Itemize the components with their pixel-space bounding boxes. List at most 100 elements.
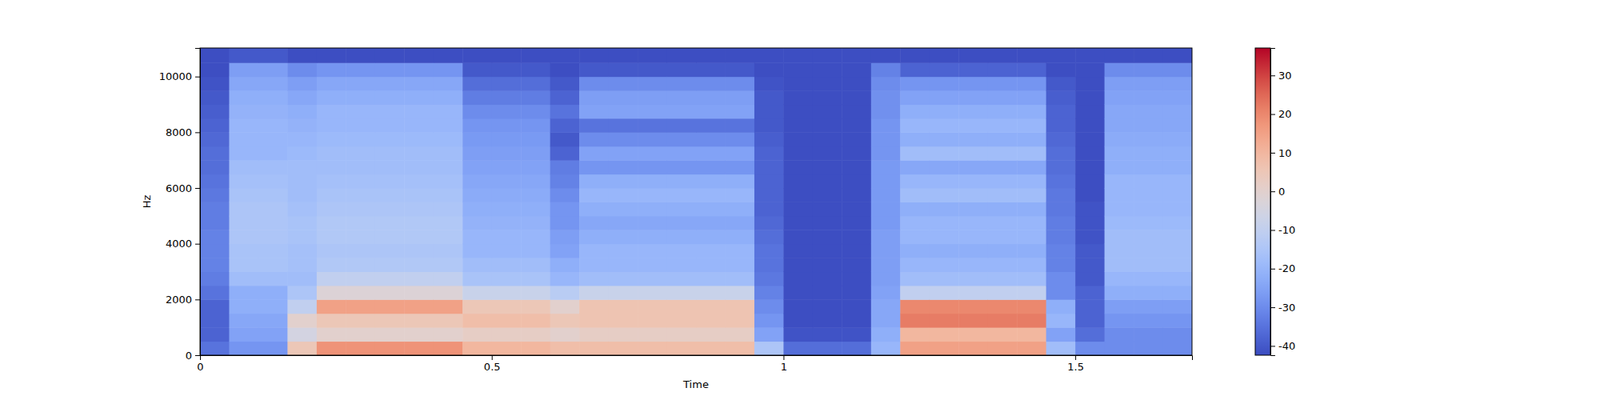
cell: [988, 216, 1018, 231]
cell: [812, 313, 843, 328]
cell: [375, 257, 405, 272]
cell: [812, 341, 843, 356]
cell: [929, 76, 960, 92]
tick: 10: [1270, 147, 1292, 160]
cell: [958, 132, 988, 147]
cell: [258, 90, 288, 105]
cell: [404, 160, 434, 175]
cell: [492, 132, 522, 147]
cell: [404, 201, 434, 216]
tick: 0.5: [484, 355, 501, 373]
cell: [608, 62, 639, 77]
cell: [1133, 90, 1164, 105]
tick-mark: [1075, 355, 1076, 360]
cell: [841, 285, 872, 300]
cell: [1046, 62, 1076, 77]
cell: [200, 48, 230, 64]
cell: [492, 118, 522, 133]
cell: [1046, 104, 1076, 120]
cell: [258, 201, 288, 216]
cell: [433, 76, 464, 92]
cell: [1163, 313, 1192, 328]
cell: [724, 90, 755, 105]
cell: [404, 341, 434, 356]
cell: [637, 90, 668, 105]
cell: [754, 90, 784, 105]
cell: [696, 90, 726, 105]
tick-label: 20: [1278, 108, 1292, 120]
cell: [929, 229, 960, 244]
cell: [958, 104, 988, 120]
cell: [550, 188, 580, 203]
cell: [375, 160, 405, 175]
cell: [841, 244, 872, 259]
cell: [579, 201, 609, 216]
cell: [1016, 201, 1047, 216]
cell: [1075, 132, 1105, 147]
tick-mark: [195, 355, 200, 356]
cell: [1046, 201, 1076, 216]
cell: [228, 62, 259, 77]
cell: [988, 299, 1018, 314]
cell: [258, 174, 288, 189]
tick-mark: [1270, 307, 1276, 308]
cell: [871, 188, 901, 203]
cell: [696, 257, 726, 272]
cell: [1133, 174, 1164, 189]
cell: [345, 188, 376, 203]
cell: [958, 188, 988, 203]
cell: [929, 48, 960, 64]
cell: [988, 244, 1018, 259]
cell: [492, 257, 522, 272]
cell: [783, 146, 813, 161]
cell: [433, 229, 464, 244]
cell: [550, 285, 580, 300]
cell: [550, 341, 580, 356]
cell: [929, 132, 960, 147]
cell: [754, 299, 784, 314]
cell: [228, 257, 259, 272]
cell: [1046, 90, 1076, 105]
cell: [316, 174, 347, 189]
cell: [1046, 174, 1076, 189]
cell: [433, 132, 464, 147]
cell: [200, 146, 230, 161]
tick-label: 0.5: [484, 360, 501, 373]
cell: [696, 229, 726, 244]
cell: [579, 244, 609, 259]
cell: [345, 327, 376, 342]
cell: [1104, 90, 1135, 105]
cell: [462, 188, 492, 203]
cell: [929, 174, 960, 189]
cell: [1163, 48, 1192, 64]
cell: [200, 257, 230, 272]
cell: [1046, 188, 1076, 203]
cell: [375, 313, 405, 328]
cell: [579, 327, 609, 342]
cell: [900, 160, 930, 175]
cell: [375, 272, 405, 287]
cell: [316, 146, 347, 161]
cell: [520, 299, 551, 314]
cell: [900, 299, 930, 314]
cell: [345, 272, 376, 287]
cell: [492, 299, 522, 314]
tick-mark: [1270, 268, 1276, 270]
cell: [1016, 313, 1047, 328]
cell: [1133, 201, 1164, 216]
cell: [667, 76, 697, 92]
cell: [1016, 104, 1047, 120]
cell: [462, 76, 492, 92]
cell: [258, 313, 288, 328]
cell: [316, 285, 347, 300]
cell: [812, 132, 843, 147]
cell: [783, 132, 813, 147]
cell: [1046, 313, 1076, 328]
cell: [1016, 62, 1047, 77]
cell: [988, 160, 1018, 175]
cell: [404, 257, 434, 272]
cell: [783, 299, 813, 314]
x-axis-title: Time: [682, 378, 709, 391]
cell: [1016, 174, 1047, 189]
cell: [637, 201, 668, 216]
